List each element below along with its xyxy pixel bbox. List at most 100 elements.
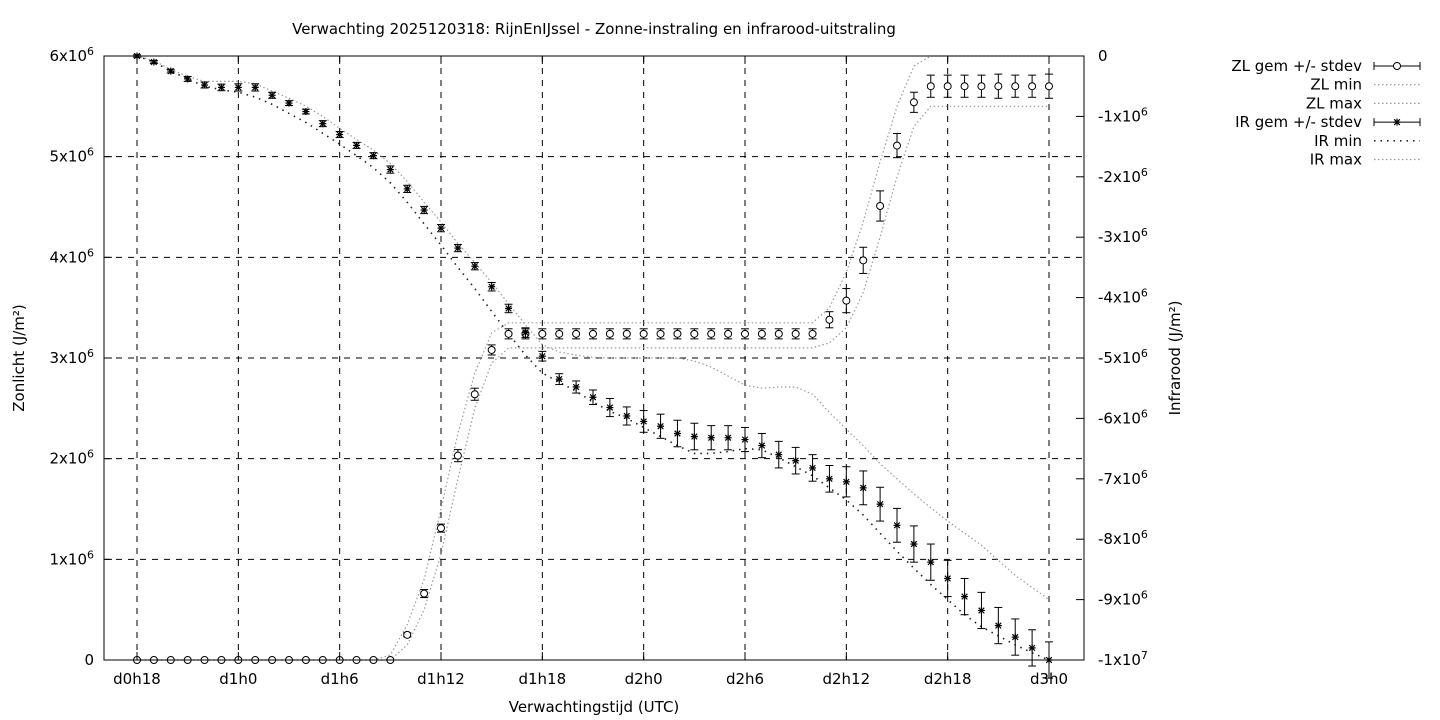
data-point-circle — [909, 98, 918, 107]
data-point-circle — [893, 141, 901, 150]
data-point-circle — [774, 329, 783, 338]
data-point-star — [420, 206, 428, 214]
data-point-circle — [656, 329, 665, 338]
data-point-star — [555, 375, 563, 383]
y-left-tick-label: 3x106 — [49, 347, 94, 367]
data-point-star — [995, 622, 1002, 629]
data-point-star — [674, 430, 681, 437]
data-point-circle — [605, 329, 614, 338]
data-point-star — [572, 383, 580, 391]
data-point-star — [809, 464, 816, 472]
x-tick-label: d1h12 — [417, 670, 465, 688]
data-point-circle — [808, 329, 817, 338]
data-point-star — [319, 120, 327, 127]
data-point-circle — [977, 82, 986, 91]
data-point-star — [589, 394, 597, 401]
x-tick-label: d2h6 — [726, 670, 764, 688]
grid — [104, 56, 1084, 660]
series-line-zl-min — [137, 105, 1049, 661]
data-point-star — [843, 478, 850, 486]
legend-label: IR gem +/- stdev — [1235, 113, 1362, 131]
y-left-axis-ticks: 0 1x106 2x106 3x106 4x106 5x106 6x106 — [49, 45, 112, 669]
y-right-tick-label: -1x106 — [1098, 105, 1148, 125]
x-tick-label: d2h0 — [625, 670, 663, 688]
legend-label: IR min — [1314, 132, 1362, 150]
y-right-tick-label: 0 — [1098, 47, 1108, 65]
legend-label: IR max — [1310, 151, 1362, 169]
data-point-star — [910, 540, 918, 548]
data-point-star — [302, 108, 310, 115]
data-point-star — [978, 607, 985, 614]
data-point-star — [167, 67, 175, 75]
y-left-tick-label: 4x106 — [49, 246, 94, 266]
data-point-circle — [453, 451, 462, 460]
data-point-star — [150, 58, 158, 66]
y-right-tick-label: -7x106 — [1098, 468, 1148, 488]
data-point-star — [893, 522, 901, 529]
data-point-star — [724, 434, 732, 441]
y-right-axis-label: Infrarood (J/m²) — [1166, 301, 1184, 416]
data-point-star — [758, 442, 766, 449]
data-point-star — [657, 423, 664, 430]
x-axis-label: Verwachtingstijd (UTC) — [509, 698, 680, 716]
x-tick-label: d1h18 — [518, 670, 566, 688]
data-point-star — [1011, 633, 1019, 641]
data-point-circle — [1393, 62, 1401, 70]
data-point-star — [184, 75, 191, 83]
series-ir-gem-stdev — [133, 52, 1053, 679]
y-left-tick-label: 6x106 — [49, 45, 94, 65]
data-point-star — [471, 262, 479, 270]
data-point-star — [775, 451, 783, 458]
data-point-star — [640, 418, 647, 425]
data-point-circle — [741, 329, 749, 338]
x-axis-ticks: d0h18 d1h0 d1h6 d1h12 d1h18 d2h0 d2h6 d2h12 d2h1… — [113, 56, 1068, 688]
data-point-star — [1393, 118, 1401, 126]
data-point-circle — [538, 329, 547, 338]
y-left-tick-label: 1x106 — [49, 548, 94, 568]
data-point-circle — [1045, 82, 1053, 91]
data-point-star — [387, 166, 394, 173]
data-point-star — [792, 457, 799, 464]
y-right-tick-label: -6x106 — [1098, 407, 1148, 427]
data-point-star — [251, 84, 259, 91]
y-right-tick-label: -1x107 — [1098, 649, 1148, 669]
data-point-circle — [707, 329, 716, 338]
data-point-circle — [504, 329, 513, 338]
data-point-circle — [1011, 82, 1020, 91]
y-right-tick-label: -4x106 — [1098, 287, 1148, 307]
x-tick-label: d2h12 — [822, 670, 870, 688]
data-point-star — [539, 352, 546, 360]
data-point-circle — [437, 524, 445, 533]
data-point-star — [944, 575, 951, 582]
data-point-circle — [403, 630, 412, 639]
data-point-circle — [724, 329, 733, 338]
data-point-circle — [842, 296, 851, 305]
x-tick-label: d0h18 — [113, 670, 161, 688]
y-right-axis-ticks: 0 -1x106 -2x106 -3x106 -4x106 -5x106 -6x106 -7x… — [1076, 47, 1148, 669]
y-right-tick-label: -9x106 — [1098, 589, 1148, 609]
chart-title: Verwachting 2025120318: RijnEnIJssel - Z… — [292, 20, 896, 38]
series-line-ir-min — [136, 55, 1050, 661]
data-point-star — [285, 99, 293, 107]
data-point-circle — [994, 82, 1003, 91]
data-point-star — [218, 84, 225, 91]
y-right-tick-label: -8x106 — [1098, 528, 1148, 548]
x-tick-label: d1h0 — [219, 670, 257, 688]
data-point-circle — [673, 329, 682, 338]
data-point-circle — [589, 329, 597, 338]
data-point-circle — [825, 315, 834, 324]
data-point-circle — [690, 329, 699, 338]
y-left-tick-label: 5x106 — [49, 146, 94, 166]
data-point-circle — [420, 589, 429, 598]
y-right-tick-label: -3x106 — [1098, 226, 1148, 246]
data-point-star — [370, 152, 377, 159]
x-tick-label: d2h18 — [924, 670, 972, 688]
data-point-star — [1028, 644, 1036, 652]
data-point-star — [961, 593, 968, 600]
data-point-circle — [487, 345, 496, 354]
data-point-circle — [791, 329, 800, 338]
data-point-star — [606, 404, 614, 411]
data-point-star — [201, 81, 208, 89]
data-point-star — [623, 412, 631, 420]
